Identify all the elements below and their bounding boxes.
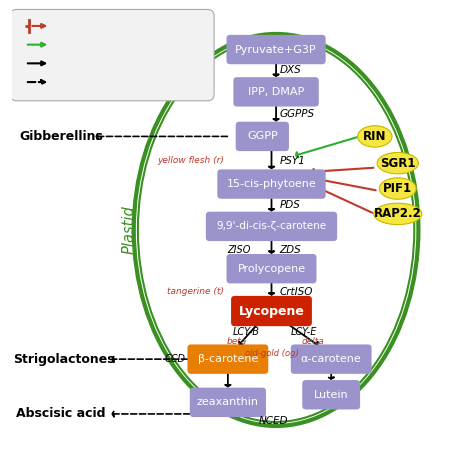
Text: PSY1: PSY1 bbox=[279, 156, 305, 166]
FancyBboxPatch shape bbox=[236, 122, 289, 151]
Text: Gibberellins: Gibberellins bbox=[20, 130, 104, 143]
Text: CrtISO: CrtISO bbox=[279, 287, 313, 297]
Text: LCY-B: LCY-B bbox=[233, 327, 260, 337]
Text: ZDS: ZDS bbox=[279, 244, 301, 254]
FancyBboxPatch shape bbox=[227, 254, 317, 283]
Text: 15-cis-phytoene: 15-cis-phytoene bbox=[227, 179, 316, 189]
Text: LCY-E: LCY-E bbox=[291, 327, 317, 337]
Text: GGPPS: GGPPS bbox=[279, 109, 314, 119]
Text: Pyruvate+G3P: Pyruvate+G3P bbox=[235, 45, 317, 55]
Text: old-gold (og): old-gold (og) bbox=[245, 349, 298, 358]
Text: delta: delta bbox=[302, 337, 325, 346]
Text: DXS: DXS bbox=[279, 65, 301, 75]
Text: Pathways and transformation: Pathways and transformation bbox=[56, 58, 209, 69]
Text: Abscisic acid: Abscisic acid bbox=[16, 407, 105, 420]
Text: PDS: PDS bbox=[279, 200, 300, 211]
Text: PIF1: PIF1 bbox=[383, 182, 412, 195]
Text: RIN: RIN bbox=[363, 130, 387, 143]
Text: beta: beta bbox=[227, 337, 247, 346]
Text: β-carotene: β-carotene bbox=[198, 354, 258, 364]
FancyBboxPatch shape bbox=[188, 345, 268, 374]
FancyBboxPatch shape bbox=[231, 296, 312, 326]
Text: SGR1: SGR1 bbox=[380, 156, 416, 170]
Ellipse shape bbox=[377, 152, 419, 174]
Text: NCED: NCED bbox=[259, 416, 289, 426]
Ellipse shape bbox=[357, 126, 392, 147]
Text: GGPP: GGPP bbox=[247, 131, 278, 142]
Text: Lycopene: Lycopene bbox=[238, 304, 304, 318]
FancyBboxPatch shape bbox=[291, 345, 372, 374]
FancyBboxPatch shape bbox=[302, 380, 360, 410]
FancyBboxPatch shape bbox=[217, 170, 326, 199]
FancyBboxPatch shape bbox=[227, 35, 326, 64]
Text: Strigolactones: Strigolactones bbox=[13, 353, 115, 366]
FancyBboxPatch shape bbox=[233, 77, 319, 106]
Text: Lutein: Lutein bbox=[314, 390, 348, 400]
Ellipse shape bbox=[374, 203, 422, 225]
Text: yellow flesh (r): yellow flesh (r) bbox=[157, 156, 224, 166]
Text: Positive regulation: Positive regulation bbox=[56, 40, 153, 50]
Text: Negative regulation: Negative regulation bbox=[56, 21, 159, 31]
Text: CCD: CCD bbox=[164, 354, 186, 364]
Text: tangerine (t): tangerine (t) bbox=[167, 287, 224, 296]
FancyBboxPatch shape bbox=[10, 9, 214, 101]
FancyBboxPatch shape bbox=[190, 388, 266, 417]
Text: 9,9'-di-cis-ζ-carotene: 9,9'-di-cis-ζ-carotene bbox=[217, 221, 327, 231]
Text: IPP, DMAP: IPP, DMAP bbox=[248, 87, 304, 97]
Text: Plastid: Plastid bbox=[122, 206, 137, 254]
Text: ZISO: ZISO bbox=[228, 244, 251, 254]
Text: zeaxanthin: zeaxanthin bbox=[197, 397, 259, 407]
Text: Several enzymatic steps: Several enzymatic steps bbox=[56, 77, 183, 87]
Ellipse shape bbox=[379, 178, 416, 199]
FancyBboxPatch shape bbox=[206, 212, 337, 241]
Text: Prolycopene: Prolycopene bbox=[237, 264, 306, 274]
Text: α-carotene: α-carotene bbox=[301, 354, 362, 364]
Text: RAP2.2: RAP2.2 bbox=[374, 207, 422, 221]
